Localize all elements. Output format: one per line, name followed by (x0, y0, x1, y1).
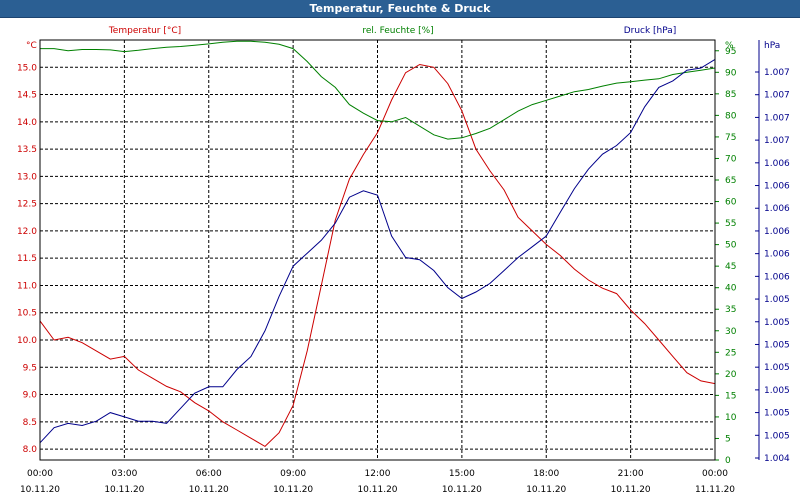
pressure-axis-unit: hPa (764, 41, 780, 51)
humidity-tick-label: 95 (725, 47, 736, 57)
x-tick-label: 09:00 (280, 469, 306, 479)
x-date-label: 10.11.20 (442, 485, 482, 495)
left-axis-unit: °C (26, 41, 37, 51)
humidity-axis-title: rel. Feuchte [%] (362, 26, 433, 36)
left-tick-label: 14.0 (17, 118, 37, 128)
humidity-tick-label: 80 (725, 111, 737, 121)
pressure-tick-label: 1.006 (764, 227, 790, 237)
humidity-tick-label: 5 (725, 434, 731, 444)
grid (39, 40, 716, 460)
title-bar: Temperatur, Feuchte & Druck (0, 0, 800, 18)
left-tick-label: 8.5 (23, 418, 37, 428)
left-tick-label: 9.5 (23, 363, 37, 373)
left-tick-label: 12.0 (17, 227, 37, 237)
chart-area: 00:00 10.11.20 03:00 10.11.20 06:00 10.11.20 0… (17, 26, 790, 495)
left-tick-label: 13.5 (17, 145, 37, 155)
humidity-tick-label: 10 (725, 413, 737, 423)
pressure-tick-label: 1.007 (764, 68, 790, 78)
pressure-tick-label: 1.007 (764, 136, 790, 146)
left-tick-label: 9.0 (23, 391, 38, 401)
x-date-label: 10.11.20 (526, 485, 566, 495)
humidity-tick-label: 45 (725, 262, 736, 272)
pressure-tick-label: 1.006 (764, 204, 790, 214)
left-tick-label: 10.0 (17, 336, 37, 346)
pressure-tick-label: 1.006 (764, 159, 790, 169)
pressure-tick-label: 1.005 (764, 318, 790, 328)
x-tick-label: 06:00 (196, 469, 222, 479)
axes (39, 39, 760, 461)
humidity-tick-label: 55 (725, 219, 736, 229)
pressure-tick-label: 1.004 (764, 454, 790, 464)
pressure-tick-label: 1.005 (764, 409, 790, 419)
x-tick-label: 00:00 (702, 469, 728, 479)
x-tick-label: 03:00 (111, 469, 137, 479)
x-date-label: 10.11.20 (104, 485, 144, 495)
x-tick-label: 00:00 (27, 469, 53, 479)
left-tick-label: 13.0 (17, 172, 37, 182)
pressure-tick-label: 1.006 (764, 182, 790, 192)
humidity-tick-label: 25 (725, 348, 736, 358)
left-tick-label: 8.0 (23, 445, 38, 455)
left-tick-label: 10.5 (17, 309, 37, 319)
humidity-tick-label: 35 (725, 305, 736, 315)
plot-frame (39, 39, 716, 461)
pressure-axis-title: Druck [hPa] (624, 26, 677, 36)
left-tick-label: 15.0 (17, 63, 37, 73)
humidity-tick-label: 65 (725, 176, 736, 186)
left-tick-label: 12.5 (17, 200, 37, 210)
pressure-series-line (39, 58, 716, 444)
x-date-label: 11.11.20 (695, 485, 735, 495)
pressure-tick-label: 1.005 (764, 363, 790, 373)
humidity-tick-label: 85 (725, 90, 736, 100)
pressure-tick-label: 1.005 (764, 295, 790, 305)
left-tick-label: 14.5 (17, 91, 37, 101)
pressure-tick-label: 1.007 (764, 113, 790, 123)
x-tick-label: 21:00 (618, 469, 644, 479)
pressure-tick-label: 1.005 (764, 431, 790, 441)
axis-labels: 00:00 10.11.20 03:00 10.11.20 06:00 10.11.20 0… (17, 26, 790, 495)
x-date-label: 10.11.20 (20, 485, 60, 495)
humidity-axis-unit: % (725, 41, 734, 51)
humidity-series-line (40, 40, 716, 140)
x-date-label: 10.11.20 (357, 485, 397, 495)
humidity-tick-label: 70 (725, 154, 737, 164)
humidity-tick-label: 50 (725, 241, 737, 251)
plot-lines (39, 40, 716, 448)
humidity-tick-label: 0 (725, 456, 731, 466)
humidity-tick-label: 20 (725, 370, 737, 380)
left-axis-title: Temperatur [°C] (108, 26, 181, 36)
pressure-tick-label: 1.005 (764, 340, 790, 350)
left-tick-label: 11.0 (17, 281, 37, 291)
humidity-tick-label: 75 (725, 133, 736, 143)
pressure-tick-label: 1.005 (764, 386, 790, 396)
x-date-label: 10.11.20 (189, 485, 229, 495)
humidity-tick-label: 40 (725, 284, 737, 294)
x-date-label: 10.11.20 (273, 485, 313, 495)
pressure-tick-label: 1.006 (764, 250, 790, 260)
x-date-label: 10.11.20 (611, 485, 651, 495)
humidity-tick-label: 60 (725, 198, 737, 208)
pressure-tick-label: 1.006 (764, 272, 790, 282)
left-tick-label: 11.5 (17, 254, 37, 264)
humidity-tick-label: 90 (725, 68, 737, 78)
humidity-tick-label: 15 (725, 391, 736, 401)
humidity-tick-label: 30 (725, 327, 737, 337)
chart-title: Temperatur, Feuchte & Druck (309, 2, 491, 15)
temperature-series-line (39, 63, 716, 448)
x-tick-label: 18:00 (533, 469, 559, 479)
x-tick-label: 15:00 (449, 469, 475, 479)
x-tick-label: 12:00 (365, 469, 391, 479)
pressure-tick-label: 1.007 (764, 91, 790, 101)
